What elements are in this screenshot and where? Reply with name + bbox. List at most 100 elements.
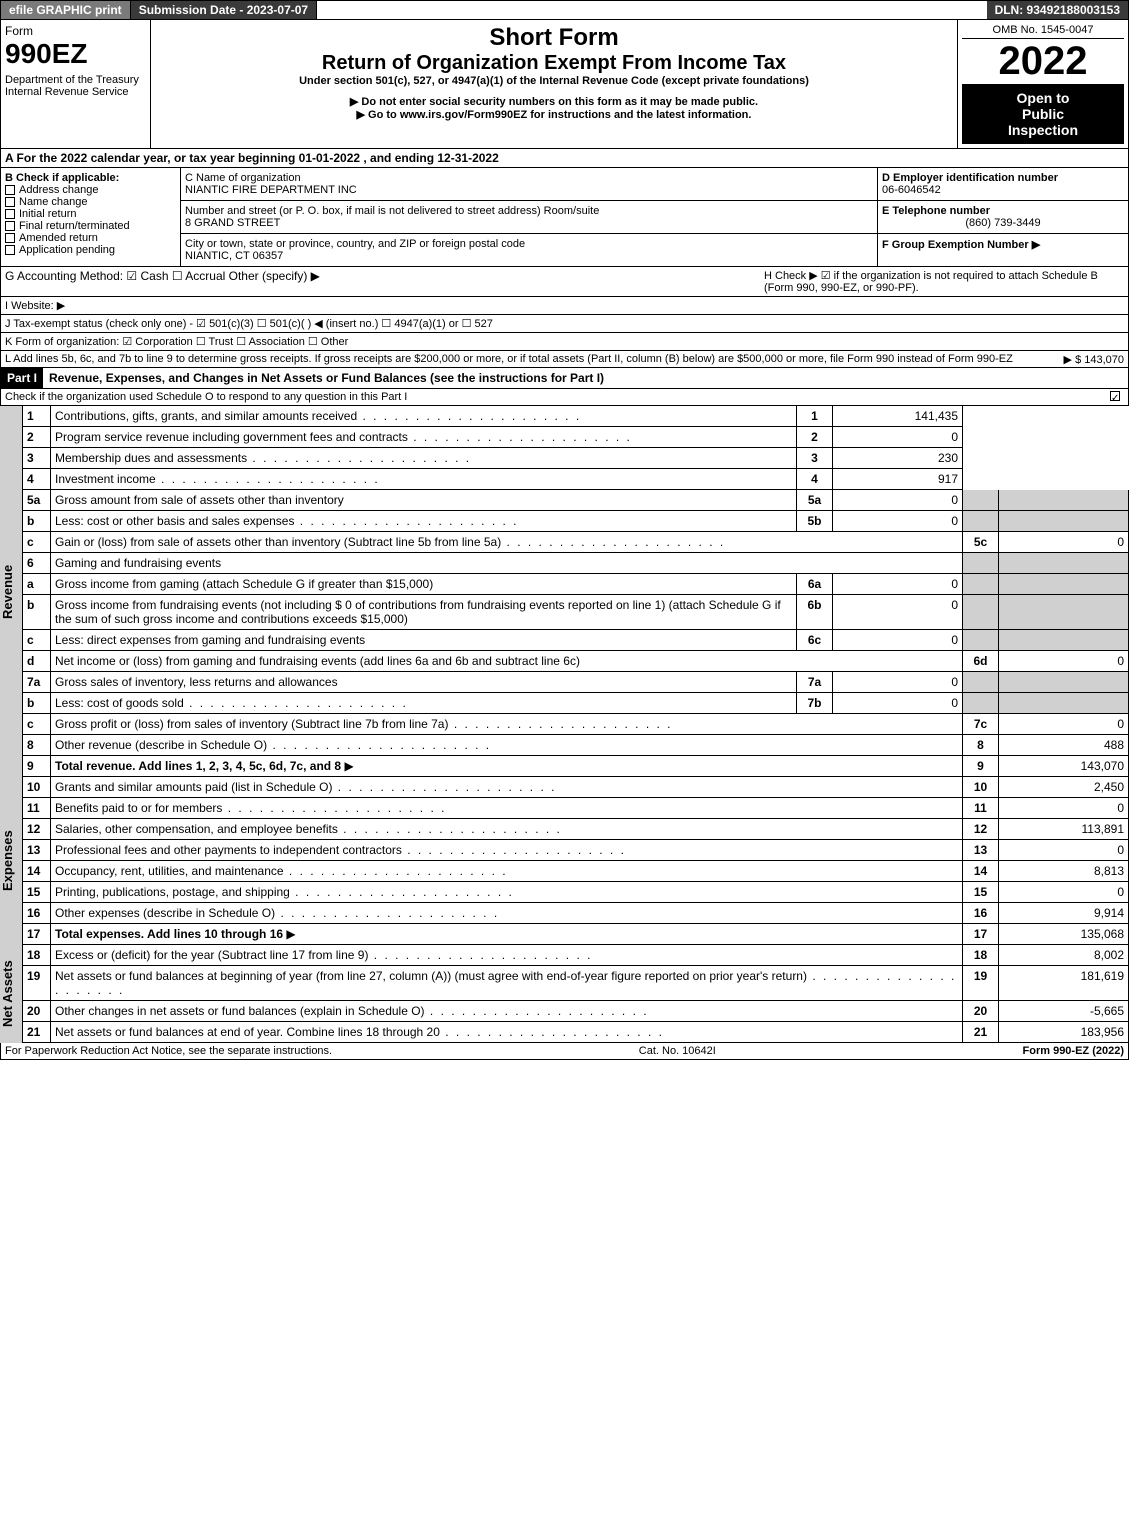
line-6b-value: 0 <box>833 595 963 630</box>
line-14-amount: 8,813 <box>999 861 1129 882</box>
line-6d-desc: Net income or (loss) from gaming and fun… <box>51 651 963 672</box>
row-j-tax-status: J Tax-exempt status (check only one) - ☑… <box>0 315 1129 333</box>
form-header: Form 990EZ Department of the Treasury In… <box>0 20 1129 149</box>
ssn-warning: ▶ Do not enter social security numbers o… <box>155 95 953 108</box>
line-21-desc: Net assets or fund balances at end of ye… <box>51 1022 963 1043</box>
line-13-amount: 0 <box>999 840 1129 861</box>
line-2-amount: 0 <box>833 427 963 448</box>
line-12-amount: 113,891 <box>999 819 1129 840</box>
omb-number: OMB No. 1545-0047 <box>962 24 1124 39</box>
line-17-desc: Total expenses. Add lines 10 through 16 <box>51 924 963 945</box>
line-6a-desc: Gross income from gaming (attach Schedul… <box>51 574 797 595</box>
page-footer: For Paperwork Reduction Act Notice, see … <box>0 1043 1129 1060</box>
opt-address-change[interactable]: Address change <box>19 184 99 196</box>
ein-value: 06-6046542 <box>882 184 941 196</box>
line-17-amount: 135,068 <box>999 924 1129 945</box>
opt-amended-return[interactable]: Amended return <box>19 232 98 244</box>
label-phone: E Telephone number <box>882 205 990 217</box>
org-city: NIANTIC, CT 06357 <box>185 250 283 262</box>
efile-print-button[interactable]: efile GRAPHIC print <box>1 1 131 19</box>
box-def: D Employer identification number 06-6046… <box>878 168 1128 266</box>
part-1-bar: Part I Revenue, Expenses, and Changes in… <box>0 368 1129 389</box>
dln-label: DLN: 93492188003153 <box>987 1 1128 19</box>
line-18-desc: Excess or (deficit) for the year (Subtra… <box>51 945 963 966</box>
line-7b-desc: Less: cost of goods sold <box>51 693 797 714</box>
line-5a-desc: Gross amount from sale of assets other t… <box>51 490 797 511</box>
schedule-o-checkbox[interactable] <box>1110 391 1120 401</box>
line-5c-desc: Gain or (loss) from sale of assets other… <box>51 532 963 553</box>
label-group-exemption: F Group Exemption Number ▶ <box>882 239 1040 251</box>
section-a-period: A For the 2022 calendar year, or tax yea… <box>0 149 1129 168</box>
row-l-gross-receipts: L Add lines 5b, 6c, and 7b to line 9 to … <box>0 351 1129 368</box>
line-7c-desc: Gross profit or (loss) from sales of inv… <box>51 714 963 735</box>
form-label: Form <box>5 24 146 38</box>
expenses-section: Expenses 10Grants and similar amounts pa… <box>0 777 1129 945</box>
tax-year: 2022 <box>962 39 1124 84</box>
form-id-cell: Form 990EZ Department of the Treasury In… <box>1 20 151 148</box>
phone-value: (860) 739-3449 <box>882 217 1124 229</box>
opt-initial-return[interactable]: Initial return <box>19 208 76 220</box>
subtitle: Under section 501(c), 527, or 4947(a)(1)… <box>155 75 953 87</box>
accounting-method: G Accounting Method: ☑ Cash ☐ Accrual Ot… <box>5 269 764 294</box>
part-1-check-row: Check if the organization used Schedule … <box>0 389 1129 406</box>
line-5c-amount: 0 <box>999 532 1129 553</box>
line-21-amount: 183,956 <box>999 1022 1129 1043</box>
line-3-desc: Membership dues and assessments <box>51 448 797 469</box>
line-7a-value: 0 <box>833 672 963 693</box>
line-5b-desc: Less: cost or other basis and sales expe… <box>51 511 797 532</box>
line-7b-value: 0 <box>833 693 963 714</box>
line-6-desc: Gaming and fundraising events <box>51 553 963 574</box>
line-10-desc: Grants and similar amounts paid (list in… <box>51 777 963 798</box>
revenue-table: 1Contributions, gifts, grants, and simil… <box>22 406 1129 777</box>
line-5b-value: 0 <box>833 511 963 532</box>
row-k-form-org: K Form of organization: ☑ Corporation ☐ … <box>0 333 1129 351</box>
org-name: NIANTIC FIRE DEPARTMENT INC <box>185 184 357 196</box>
line-6b-desc: Gross income from fundraising events (no… <box>51 595 797 630</box>
line-6c-value: 0 <box>833 630 963 651</box>
line-12-desc: Salaries, other compensation, and employ… <box>51 819 963 840</box>
opt-final-return[interactable]: Final return/terminated <box>19 220 130 232</box>
gross-receipts-amount: ▶ $ 143,070 <box>1064 353 1124 366</box>
goto-link[interactable]: ▶ Go to www.irs.gov/Form990EZ for instru… <box>155 108 953 121</box>
label-city: City or town, state or province, country… <box>185 238 525 250</box>
title-cell: Short Form Return of Organization Exempt… <box>151 20 958 148</box>
net-assets-section: Net Assets 18Excess or (deficit) for the… <box>0 945 1129 1043</box>
line-4-desc: Investment income <box>51 469 797 490</box>
open-inspection-box: Open to Public Inspection <box>962 84 1124 144</box>
opt-name-change[interactable]: Name change <box>19 196 88 208</box>
footer-left: For Paperwork Reduction Act Notice, see … <box>5 1045 332 1057</box>
short-form-title: Short Form <box>155 24 953 52</box>
line-6c-desc: Less: direct expenses from gaming and fu… <box>51 630 797 651</box>
line-20-desc: Other changes in net assets or fund bala… <box>51 1001 963 1022</box>
line-8-desc: Other revenue (describe in Schedule O) <box>51 735 963 756</box>
info-grid: B Check if applicable: Address change Na… <box>0 168 1129 267</box>
submission-date-button[interactable]: Submission Date - 2023-07-07 <box>131 1 317 19</box>
side-label-expenses: Expenses <box>0 777 22 945</box>
line-19-desc: Net assets or fund balances at beginning… <box>51 966 963 1001</box>
line-11-desc: Benefits paid to or for members <box>51 798 963 819</box>
line-2-desc: Program service revenue including govern… <box>51 427 797 448</box>
line-15-amount: 0 <box>999 882 1129 903</box>
line-1-desc: Contributions, gifts, grants, and simila… <box>51 406 797 427</box>
line-7c-amount: 0 <box>999 714 1129 735</box>
line-16-desc: Other expenses (describe in Schedule O) <box>51 903 963 924</box>
part-1-label: Part I <box>1 368 43 388</box>
revenue-section: Revenue 1Contributions, gifts, grants, a… <box>0 406 1129 777</box>
label-org-name: C Name of organization <box>185 172 301 184</box>
form-number: 990EZ <box>5 38 146 70</box>
schedule-b-check: H Check ▶ ☑ if the organization is not r… <box>764 269 1124 294</box>
line-15-desc: Printing, publications, postage, and shi… <box>51 882 963 903</box>
return-title: Return of Organization Exempt From Incom… <box>155 52 953 75</box>
part-1-title: Revenue, Expenses, and Changes in Net As… <box>43 368 1128 388</box>
box-c: C Name of organization NIANTIC FIRE DEPA… <box>181 168 878 266</box>
box-b: B Check if applicable: Address change Na… <box>1 168 181 266</box>
line-13-desc: Professional fees and other payments to … <box>51 840 963 861</box>
line-10-amount: 2,450 <box>999 777 1129 798</box>
line-4-amount: 917 <box>833 469 963 490</box>
line-3-amount: 230 <box>833 448 963 469</box>
line-9-amount: 143,070 <box>999 756 1129 777</box>
top-bar: efile GRAPHIC print Submission Date - 20… <box>0 0 1129 20</box>
box-b-title: B Check if applicable: <box>5 172 176 184</box>
opt-application-pending[interactable]: Application pending <box>19 244 115 256</box>
row-i-website: I Website: ▶ <box>0 297 1129 315</box>
